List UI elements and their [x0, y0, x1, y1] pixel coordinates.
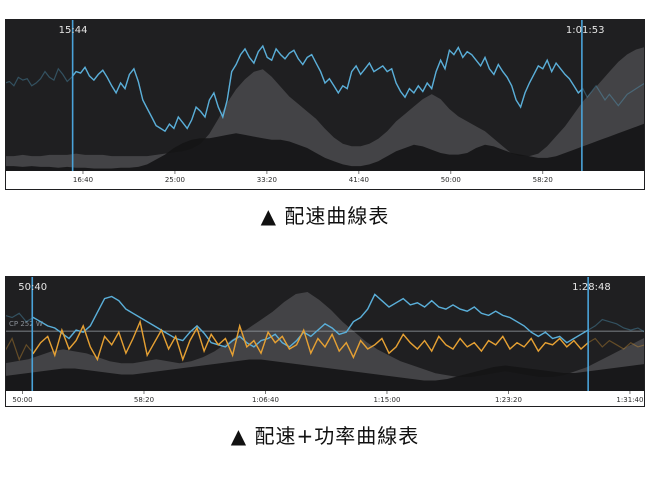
selection-end-time: 1:28:48 — [572, 282, 611, 293]
elevation-area — [5, 47, 645, 171]
selection-end-time: 1:01:53 — [566, 25, 605, 36]
x-tick-label: 1:15:00 — [373, 396, 400, 404]
x-tick-label: 16:40 — [73, 176, 93, 184]
pace-chart-caption: ▲ 配速曲線表 — [260, 204, 390, 228]
pace-power-chart[interactable]: CP 252 W 50:40 1:28:48 50:00 58:20 1:06:40 1:1… — [5, 276, 645, 407]
x-tick-label: 1:06:40 — [252, 396, 279, 404]
selection-start-time: 15:44 — [59, 25, 88, 36]
x-tick-label: 1:31:40 — [616, 396, 643, 404]
x-tick-label: 58:20 — [533, 176, 553, 184]
cp-label: CP 252 W — [9, 320, 43, 328]
time-axis — [6, 171, 644, 188]
speed-line — [32, 293, 589, 348]
x-tick-label: 58:20 — [134, 396, 154, 404]
pace-power-chart-caption: ▲ 配速+功率曲線表 — [230, 424, 420, 448]
x-tick-label: 25:00 — [165, 176, 185, 184]
x-tick-label: 50:00 — [12, 396, 32, 404]
x-tick-label: 50:00 — [441, 176, 461, 184]
x-tick-label: 41:40 — [349, 176, 369, 184]
time-axis — [6, 391, 644, 405]
x-tick-label: 1:23:20 — [495, 396, 522, 404]
power-line — [32, 319, 589, 362]
x-tick-label: 33:20 — [257, 176, 277, 184]
lower-band-area — [5, 123, 645, 171]
speed-line — [72, 44, 582, 133]
elevation-area — [5, 292, 645, 391]
pace-chart-panel[interactable]: 15:44 1:01:53 16:40 25:00 33:20 41:40 50:00 58:… — [5, 19, 645, 190]
selection-start-time: 50:40 — [18, 282, 47, 293]
pace-chart[interactable]: 15:44 1:01:53 16:40 25:00 33:20 41:40 50:00 58:… — [5, 19, 645, 190]
pace-power-chart-panel[interactable]: CP 252 W 50:40 1:28:48 50:00 58:20 1:06:40 1:1… — [5, 276, 645, 407]
lower-band-area — [5, 359, 645, 391]
